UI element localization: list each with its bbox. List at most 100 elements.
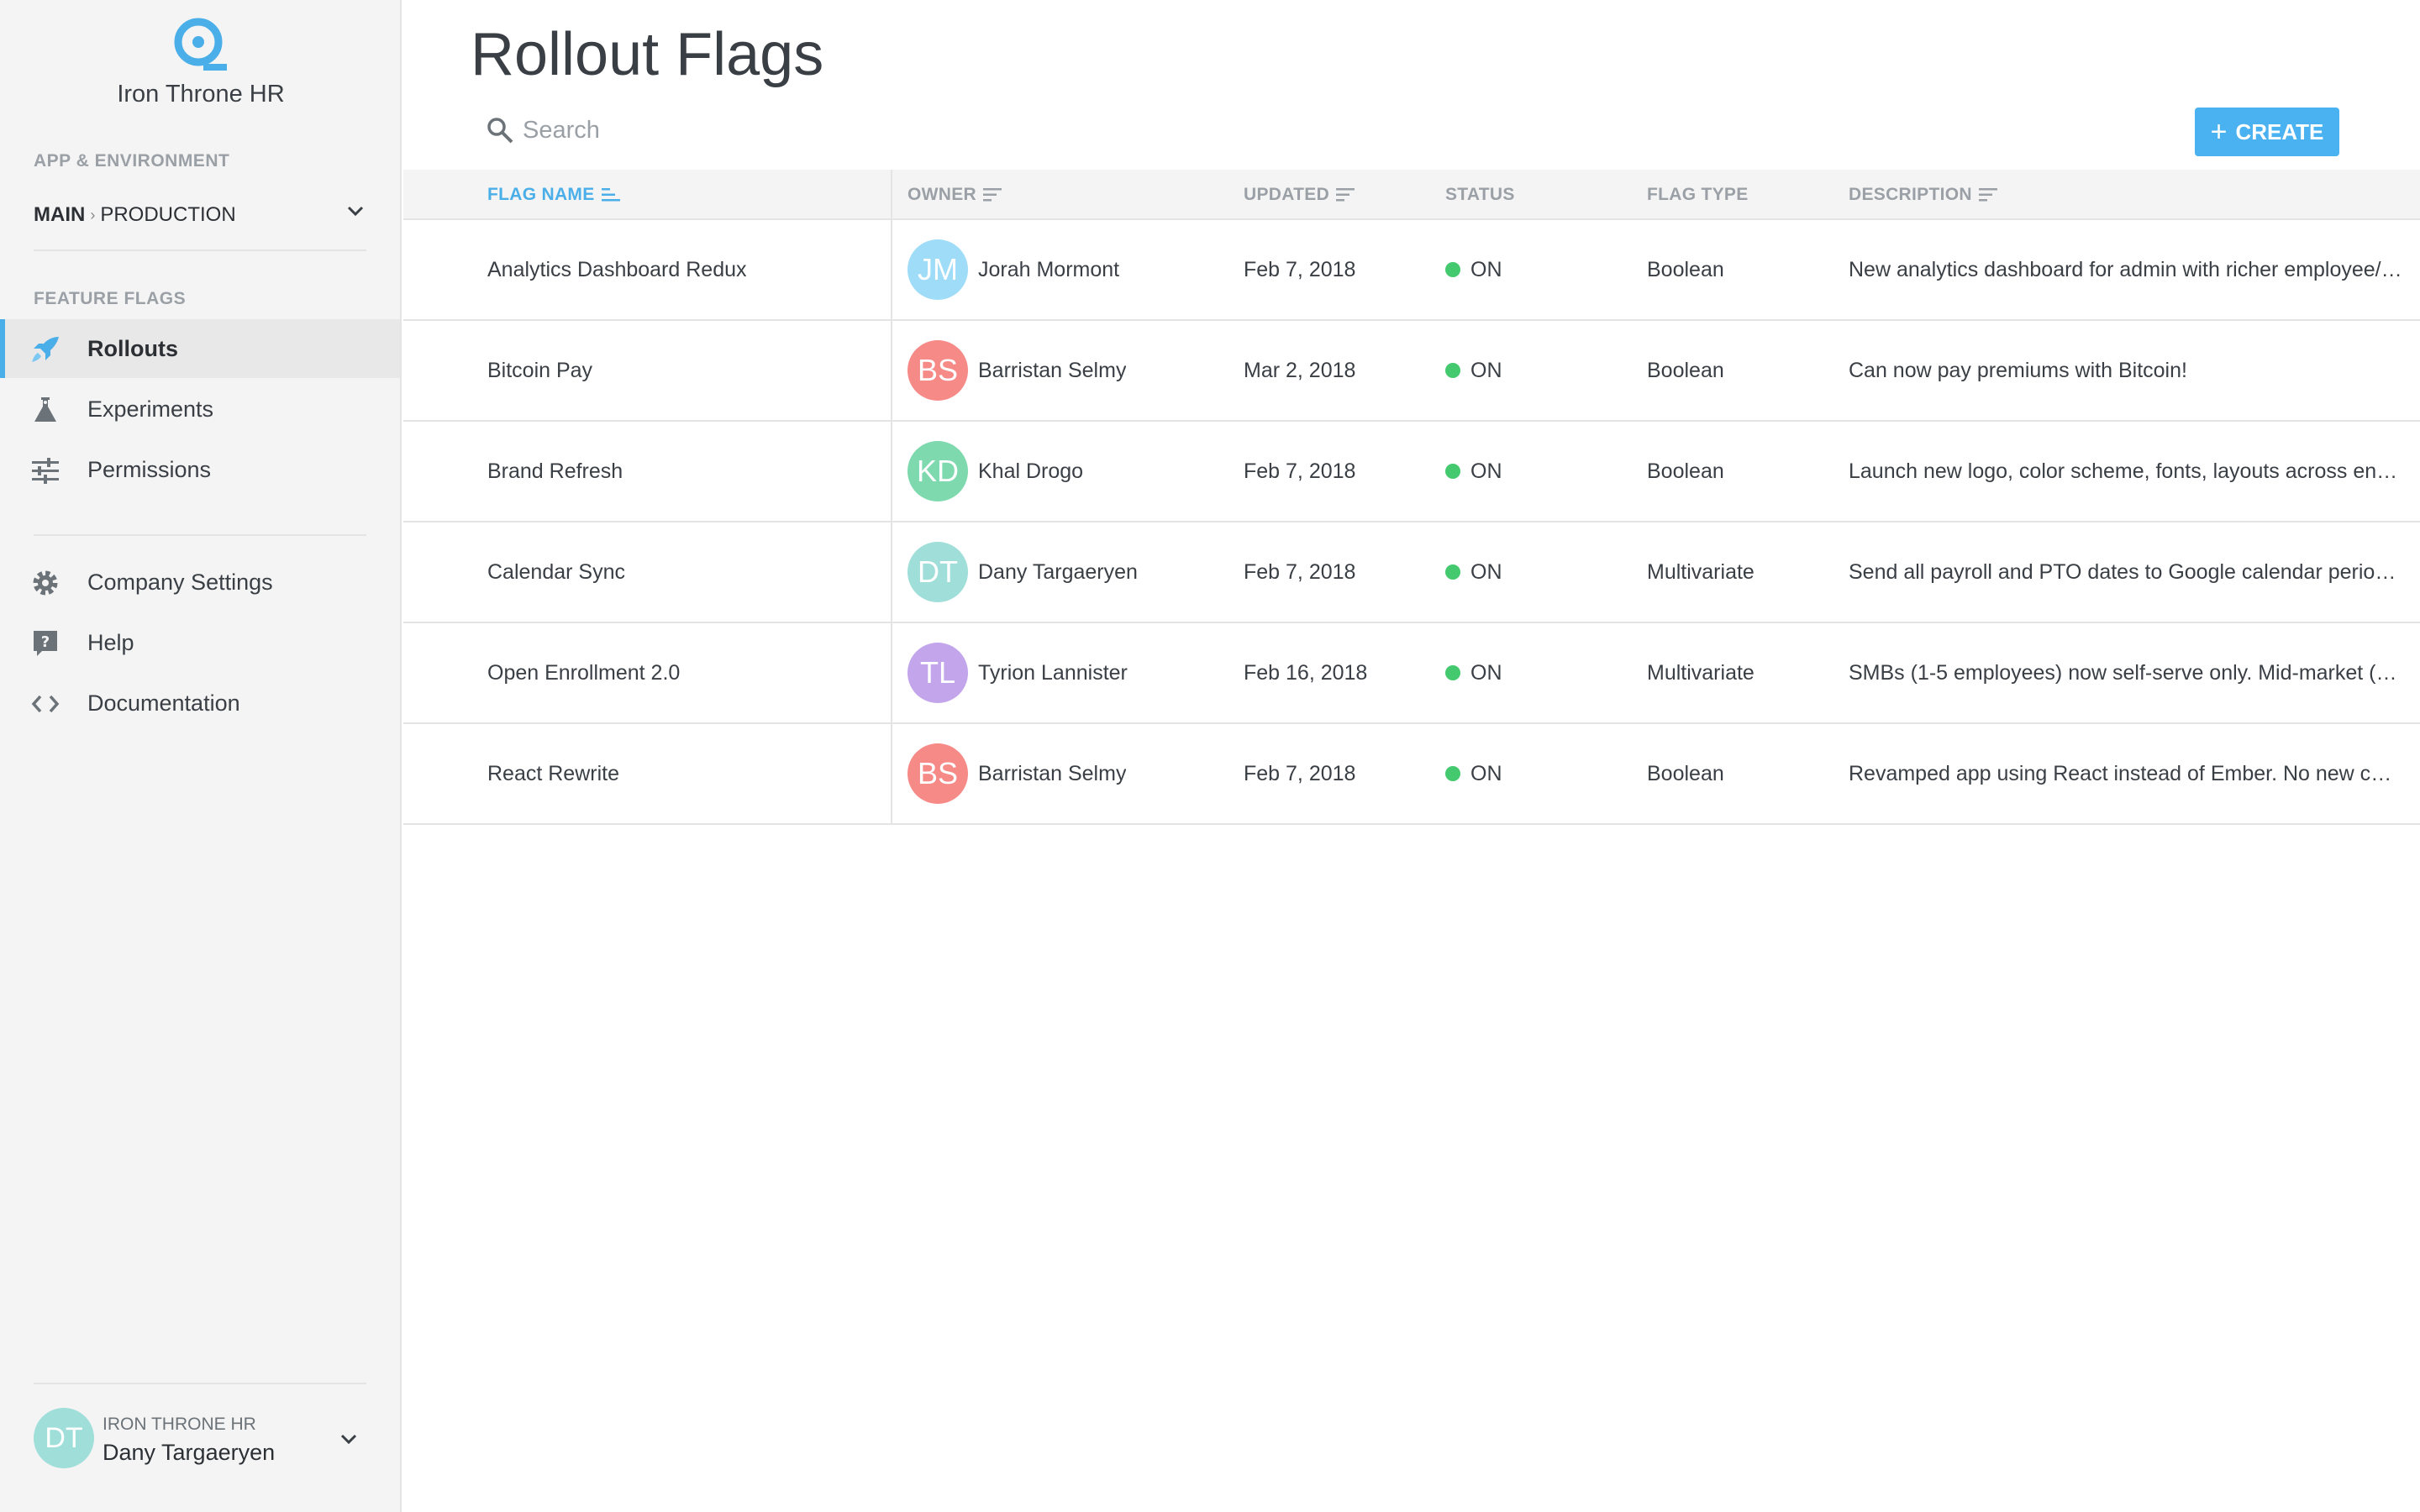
sidebar-item-help[interactable]: ? Help	[0, 613, 400, 672]
sidebar-divider	[34, 1383, 366, 1384]
table-row[interactable]: Analytics Dashboard Redux JM Jorah Mormo…	[403, 220, 2420, 321]
column-header-updated[interactable]: UPDATED	[1244, 185, 1356, 205]
sidebar-item-label: Permissions	[87, 456, 212, 482]
sidebar-item-label: Help	[87, 629, 134, 655]
flag-description: Send all payroll and PTO dates to Google…	[1849, 560, 2403, 584]
column-header-flag-name[interactable]: FLAG NAME	[487, 185, 622, 205]
avatar: BS	[908, 340, 968, 401]
code-icon	[31, 695, 60, 713]
status-dot-icon	[1445, 363, 1460, 378]
flask-icon	[34, 397, 56, 422]
gear-icon	[33, 570, 58, 596]
status-dot-icon	[1445, 665, 1460, 680]
search-input[interactable]	[523, 111, 1195, 150]
updated-date: Mar 2, 2018	[1244, 358, 1356, 382]
table-row[interactable]: Brand Refresh KD Khal Drogo Feb 7, 2018 …	[403, 422, 2420, 522]
sidebar-item-label: Rollouts	[87, 335, 178, 361]
updated-date: Feb 7, 2018	[1244, 459, 1356, 483]
avatar: KD	[908, 441, 968, 501]
column-header-label: STATUS	[1445, 185, 1515, 204]
status-dot-icon	[1445, 464, 1460, 479]
table-row[interactable]: React Rewrite BS Barristan Selmy Feb 7, …	[403, 724, 2420, 825]
flag-name[interactable]: Brand Refresh	[487, 459, 623, 483]
user-name: Dany Targaeryen	[103, 1440, 276, 1465]
status-dot-icon	[1445, 564, 1460, 580]
owner-name: Dany Targaeryen	[978, 559, 1138, 584]
status-badge: ON	[1470, 761, 1502, 785]
status-cell: ON	[1445, 522, 1502, 622]
flags-section-label: FEATURE FLAGS	[34, 289, 187, 308]
flag-name[interactable]: Calendar Sync	[487, 559, 625, 584]
status-cell: ON	[1445, 623, 1502, 722]
flag-name[interactable]: React Rewrite	[487, 761, 619, 785]
owner-cell: TL Tyrion Lannister	[908, 623, 1128, 722]
status-dot-icon	[1445, 262, 1460, 277]
sidebar-item-company-settings[interactable]: Company Settings	[0, 553, 400, 612]
column-header-owner[interactable]: OWNER	[908, 185, 1003, 205]
sidebar-item-label: Experiments	[87, 396, 214, 422]
avatar: JM	[908, 239, 968, 300]
flag-name[interactable]: Open Enrollment 2.0	[487, 660, 681, 685]
owner-cell: DT Dany Targaeryen	[908, 522, 1138, 622]
sidebar-item-experiments[interactable]: Experiments	[0, 380, 400, 438]
table-row[interactable]: Bitcoin Pay BS Barristan Selmy Mar 2, 20…	[403, 321, 2420, 422]
owner-cell: BS Barristan Selmy	[908, 724, 1126, 823]
updated-date: Feb 7, 2018	[1244, 257, 1356, 281]
sidebar-item-rollouts[interactable]: Rollouts	[0, 319, 400, 378]
status-cell: ON	[1445, 321, 1502, 420]
column-header-label: DESCRIPTION	[1849, 185, 1972, 204]
page-title: Rollout Flags	[471, 21, 824, 88]
env-name: PRODUCTION	[100, 203, 236, 226]
env-app-name: MAIN	[34, 203, 86, 226]
sidebar-item-permissions[interactable]: Permissions	[0, 440, 400, 499]
owner-cell: BS Barristan Selmy	[908, 321, 1126, 420]
create-button[interactable]: + CREATE	[2195, 108, 2339, 156]
sidebar-divider	[34, 249, 366, 251]
column-header-flag-type: FLAG TYPE	[1647, 185, 1749, 205]
flag-name[interactable]: Bitcoin Pay	[487, 358, 593, 382]
sort-icon	[601, 188, 620, 202]
sidebar-item-label: Documentation	[87, 690, 240, 716]
sidebar-item-documentation[interactable]: Documentation	[0, 674, 400, 732]
table-row[interactable]: Open Enrollment 2.0 TL Tyrion Lannister …	[403, 623, 2420, 724]
status-badge: ON	[1470, 660, 1502, 685]
updated-date: Feb 16, 2018	[1244, 660, 1368, 685]
avatar: BS	[908, 743, 968, 804]
flag-description: SMBs (1-5 employees) now self-serve only…	[1849, 661, 2403, 685]
chevron-down-icon	[347, 206, 364, 217]
owner-name: Khal Drogo	[978, 459, 1084, 483]
status-cell: ON	[1445, 724, 1502, 823]
user-account-menu[interactable]: DT IRON THRONE HR Dany Targaeryen	[34, 1406, 370, 1473]
status-badge: ON	[1470, 459, 1502, 483]
flag-description: New analytics dashboard for admin with r…	[1849, 258, 2402, 281]
sliders-icon	[32, 458, 59, 484]
status-badge: ON	[1470, 559, 1502, 584]
env-separator: ›	[90, 206, 96, 223]
flag-description: Can now pay premiums with Bitcoin!	[1849, 359, 2187, 382]
column-header-label: UPDATED	[1244, 185, 1330, 204]
help-icon: ?	[34, 631, 57, 656]
chevron-down-icon	[340, 1434, 357, 1445]
status-badge: ON	[1470, 358, 1502, 382]
owner-name: Barristan Selmy	[978, 761, 1127, 785]
owner-cell: JM Jorah Mormont	[908, 220, 1119, 319]
column-header-status: STATUS	[1445, 185, 1515, 205]
org-name: Iron Throne HR	[117, 81, 285, 108]
status-badge: ON	[1470, 257, 1502, 281]
column-header-description[interactable]: DESCRIPTION	[1849, 185, 1999, 205]
environment-select[interactable]: MAIN › PRODUCTION	[34, 198, 366, 232]
avatar: DT	[34, 1408, 94, 1468]
updated-date: Feb 7, 2018	[1244, 761, 1356, 785]
owner-cell: KD Khal Drogo	[908, 422, 1083, 521]
flag-name[interactable]: Analytics Dashboard Redux	[487, 257, 747, 281]
table-row[interactable]: Calendar Sync DT Dany Targaeryen Feb 7, …	[403, 522, 2420, 623]
sort-icon	[1978, 188, 1997, 202]
flag-type: Multivariate	[1647, 559, 1754, 584]
logo-q-icon[interactable]	[170, 15, 232, 74]
env-section-label: APP & ENVIRONMENT	[34, 151, 230, 171]
sidebar: Iron Throne HR APP & ENVIRONMENT MAIN › …	[0, 0, 402, 1512]
flag-description: Launch new logo, color scheme, fonts, la…	[1849, 459, 2403, 483]
status-dot-icon	[1445, 766, 1460, 781]
sort-icon	[1336, 188, 1355, 202]
flag-type: Multivariate	[1647, 660, 1754, 685]
